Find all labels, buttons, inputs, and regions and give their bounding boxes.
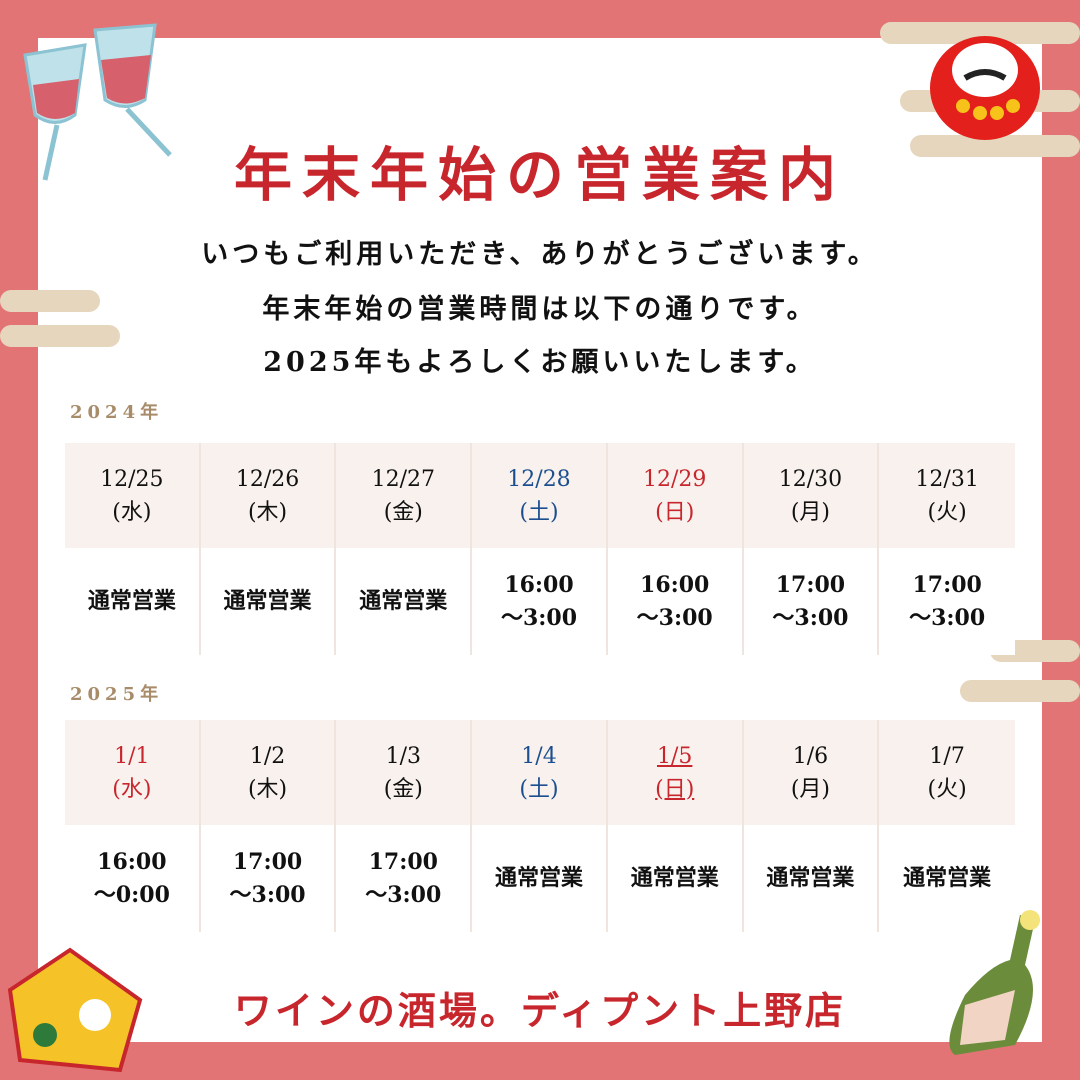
date-header-cell: 1/4 (土) xyxy=(472,720,608,825)
date: 12/28 xyxy=(507,466,571,492)
hours-text: ～0:00 xyxy=(93,881,170,908)
date-header-cell: 12/31 (火) xyxy=(879,443,1015,548)
date-header-cell: 12/28 (土) xyxy=(472,443,608,548)
hours-cell: 17:00 ～3:00 xyxy=(200,825,337,932)
hours-text: ～3:00 xyxy=(500,604,578,631)
hours-cell: 通常営業 xyxy=(336,548,473,655)
date: 12/26 xyxy=(235,466,300,492)
date-header-cell: 12/30 (月) xyxy=(743,443,880,548)
date: 12/27 xyxy=(371,466,435,492)
date: 12/25 xyxy=(100,466,164,492)
weekday: (金) xyxy=(383,499,423,525)
date: 1/5 xyxy=(657,743,693,769)
date-header-cell: 1/1 (水) xyxy=(65,720,201,825)
cloud-decoration xyxy=(960,680,1080,702)
hours-cell: 16:00 ～0:00 xyxy=(65,825,201,932)
champagne-bottle-icon xyxy=(949,910,1040,1055)
cloud-decoration xyxy=(880,22,1080,44)
hours-text: 17:00 xyxy=(775,571,846,598)
hours-cell: 17:00 ～3:00 xyxy=(879,548,1015,655)
schedule-table-2025: 1/1 (水) 1/2 (木) 1/3 (金) 1/4 (土) 1/5 (日) 1/6 (月) 1/7 (… xyxy=(65,720,1015,932)
date: 12/29 xyxy=(643,466,707,492)
hours-text: 通常営業 xyxy=(359,588,448,614)
hours-cell: 通常営業 xyxy=(743,825,880,932)
date: 1/4 xyxy=(521,743,557,769)
cloud-decoration xyxy=(0,325,120,347)
date-header-cell: 1/2 (木) xyxy=(200,720,337,825)
weekday: (木) xyxy=(247,776,288,802)
date-header-cell: 12/26 (木) xyxy=(200,443,337,548)
message-line-2: 年末年始の営業時間は以下の通りです。 xyxy=(262,294,818,325)
ema-plaque-icon xyxy=(7,947,143,1073)
date-header-cell: 12/27 (金) xyxy=(336,443,473,548)
date: 1/6 xyxy=(792,743,829,769)
page-title: 年末年始の営業案内 xyxy=(233,141,846,209)
hours-cell: 17:00 ～3:00 xyxy=(743,548,880,655)
hours-text: 17:00 xyxy=(232,848,303,875)
weekday: (日) xyxy=(655,499,695,525)
date: 1/1 xyxy=(114,743,150,769)
hours-text: 通常営業 xyxy=(903,865,992,891)
hours-text: ～3:00 xyxy=(365,881,442,908)
hours-cell: 17:00 ～3:00 xyxy=(336,825,473,932)
weekday: (火) xyxy=(927,776,967,802)
date-header-cell: 12/25 (水) xyxy=(65,443,201,548)
hours-cell: 16:00 ～3:00 xyxy=(472,548,608,655)
message-line-3: 2025年もよろしくお願いいたします。 xyxy=(263,347,817,378)
hours-cell: 通常営業 xyxy=(200,548,337,655)
date-header-cell: 12/29 (日) xyxy=(607,443,744,548)
weekday: (水) xyxy=(112,776,152,802)
date-header-cell: 1/5 (日) xyxy=(607,720,744,825)
weekday: (土) xyxy=(519,776,559,802)
weekday: (月) xyxy=(790,499,830,525)
hours-cell: 通常営業 xyxy=(879,825,1015,932)
hours-text: 17:00 xyxy=(912,571,982,598)
hours-text: 通常営業 xyxy=(630,865,719,891)
weekday: (木) xyxy=(247,499,288,525)
hours-cell: 通常営業 xyxy=(607,825,744,932)
hours-text: ～3:00 xyxy=(636,604,713,631)
hours-text: 通常営業 xyxy=(87,588,176,614)
hours-text: 16:00 xyxy=(640,571,710,598)
hours-cell: 16:00 ～3:00 xyxy=(607,548,744,655)
weekday: (水) xyxy=(112,499,152,525)
date: 1/3 xyxy=(385,743,421,769)
cloud-decoration xyxy=(910,135,1080,157)
hours-text: 16:00 xyxy=(97,848,167,875)
hours-cell: 通常営業 xyxy=(65,548,201,655)
daruma-icon xyxy=(930,36,1040,140)
weekday: (土) xyxy=(519,499,559,525)
weekday: (金) xyxy=(383,776,423,802)
hours-text: 通常営業 xyxy=(494,865,583,891)
weekday: (月) xyxy=(790,776,830,802)
date: 1/7 xyxy=(929,743,965,769)
hours-text: 通常営業 xyxy=(223,588,312,614)
year-label-2024: 2024年 xyxy=(70,402,164,423)
date: 12/30 xyxy=(778,466,843,492)
hours-cell: 通常営業 xyxy=(472,825,608,932)
date-header-cell: 1/7 (火) xyxy=(879,720,1015,825)
hours-text: ～3:00 xyxy=(772,604,849,631)
store-name: ワインの酒場。ディプント上野店 xyxy=(233,988,847,1033)
cloud-decoration xyxy=(0,290,100,312)
wine-glasses-icon xyxy=(23,23,172,181)
hours-text: ～3:00 xyxy=(909,604,986,631)
hours-text: 通常営業 xyxy=(766,865,855,891)
weekday: (火) xyxy=(927,499,967,525)
hours-text: 16:00 xyxy=(504,571,574,598)
message-line-1: いつもご利用いただき、ありがとうございます。 xyxy=(201,239,879,270)
schedule-table-2024: 12/25 (水) 12/26 (木) 12/27 (金) 12/28 (土) 12/29 (日)… xyxy=(65,443,1015,655)
date-header-cell: 1/6 (月) xyxy=(743,720,880,825)
hours-text: 17:00 xyxy=(368,848,438,875)
weekday: (日) xyxy=(655,776,695,802)
year-label-2025: 2025年 xyxy=(70,684,164,705)
hours-text: ～3:00 xyxy=(229,881,306,908)
date: 12/31 xyxy=(915,466,979,492)
date-header-cell: 1/3 (金) xyxy=(336,720,473,825)
date: 1/2 xyxy=(249,743,286,769)
